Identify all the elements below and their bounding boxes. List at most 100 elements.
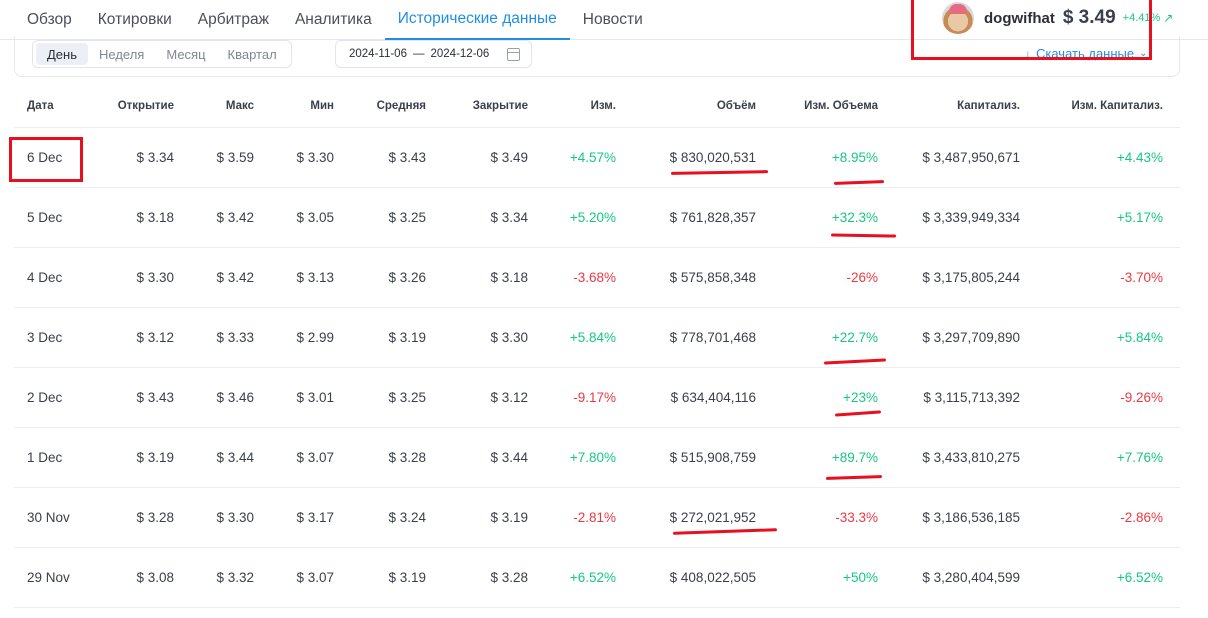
coin-logo [942,2,974,34]
cell-change: -2.81% [573,510,616,525]
cell-open: $ 3.18 [136,210,174,225]
col-average[interactable]: Средняя [376,100,426,112]
cell-date: 29 Nov [27,570,70,585]
table-row[interactable]: 30 Nov $ 3.28 $ 3.30 $ 3.17 $ 3.24 $ 3.19 -2.8… [14,488,1180,548]
date-from: 2024-11-06 [349,48,407,60]
cell-close: $ 3.44 [490,450,528,465]
cell-market-cap: $ 3,297,709,890 [922,330,1020,345]
cell-market-cap-change: +6.52% [1116,570,1163,585]
cell-open: $ 3.28 [136,510,174,525]
cell-market-cap-change: -9.26% [1120,390,1163,405]
cell-change: +5.20% [569,210,616,225]
cell-date: 4 Dec [27,270,63,285]
table-header: Дата Открытие Макс Мин Средняя Закрытие … [14,86,1180,128]
date-separator: — [412,48,425,60]
cell-market-cap: $ 3,115,713,392 [923,390,1020,405]
download-label: Скачать данные [1036,46,1135,61]
cell-average: $ 3.25 [388,210,426,225]
cell-date: 6 Dec [27,150,63,165]
cell-market-cap: $ 3,175,805,244 [922,270,1020,285]
cell-high: $ 3.42 [216,210,254,225]
cell-date: 1 Dec [27,450,63,465]
cell-open: $ 3.30 [136,270,174,285]
date-range-picker[interactable]: 2024-11-06 — 2024-12-06 [335,40,532,68]
cell-change: +5.84% [569,330,616,345]
period-selector: День Неделя Месяц Квартал [32,40,292,68]
coin-price: $ 3.49 [1062,7,1116,28]
col-volume[interactable]: Объём [716,100,756,112]
cell-market-cap-change: +5.17% [1116,210,1163,225]
tab-analytics[interactable]: Аналитика [294,11,372,28]
cell-average: $ 3.24 [388,510,426,525]
table-row[interactable]: 2 Dec $ 3.43 $ 3.46 $ 3.01 $ 3.25 $ 3.12 -9.17… [14,368,1180,428]
cell-open: $ 3.08 [136,570,174,585]
period-day[interactable]: День [36,43,88,65]
cell-average: $ 3.25 [388,390,426,405]
cell-high: $ 3.33 [216,330,254,345]
col-date[interactable]: Дата [27,100,54,112]
tab-news[interactable]: Новости [582,11,643,28]
cell-volume-change: +8.95% [831,150,878,165]
table-row[interactable]: 29 Nov $ 3.08 $ 3.32 $ 3.07 $ 3.19 $ 3.28 +6.5… [14,548,1180,608]
cell-average: $ 3.19 [388,330,426,345]
cell-open: $ 3.34 [136,150,174,165]
col-close[interactable]: Закрытие [472,100,528,112]
cell-low: $ 2.99 [296,330,334,345]
cell-average: $ 3.26 [388,270,426,285]
calendar-icon [507,48,520,61]
table-row[interactable]: 1 Dec $ 3.19 $ 3.44 $ 3.07 $ 3.28 $ 3.44 +7.80… [14,428,1180,488]
cell-high: $ 3.42 [216,270,254,285]
cell-high: $ 3.44 [216,450,254,465]
table-row[interactable]: 4 Dec $ 3.30 $ 3.42 $ 3.13 $ 3.26 $ 3.18 -3.68… [14,248,1180,308]
cell-date: 3 Dec [27,330,63,345]
cell-market-cap-change: +5.84% [1116,330,1163,345]
col-market-cap[interactable]: Капитализ. [957,100,1020,112]
cell-volume: $ 575,858,348 [669,270,756,285]
cell-low: $ 3.07 [296,450,334,465]
cell-change: +7.80% [569,450,616,465]
cell-close: $ 3.18 [490,270,528,285]
cell-date: 2 Dec [27,390,63,405]
tab-overview[interactable]: Обзор [27,11,72,28]
cell-volume: $ 272,021,952 [669,510,756,525]
cell-volume: $ 634,404,116 [670,390,756,405]
cell-open: $ 3.19 [136,450,174,465]
download-data-button[interactable]: ↓ Скачать данные ⌄ [1025,46,1148,61]
tab-historical-data[interactable]: Исторические данные [384,0,570,40]
cell-volume: $ 408,022,505 [669,570,756,585]
period-quarter[interactable]: Квартал [227,46,277,62]
cell-close: $ 3.28 [490,570,528,585]
period-month[interactable]: Месяц [166,46,206,62]
cell-change: -3.68% [573,270,616,285]
cell-open: $ 3.12 [136,330,174,345]
cell-volume-change: +89.7% [831,450,878,465]
cell-close: $ 3.12 [490,390,528,405]
col-change[interactable]: Изм. [590,100,616,112]
cell-market-cap: $ 3,186,536,185 [922,510,1020,525]
table-row[interactable]: 5 Dec $ 3.18 $ 3.42 $ 3.05 $ 3.25 $ 3.34 +5.20… [14,188,1180,248]
col-high[interactable]: Макс [225,100,254,112]
tab-quotes[interactable]: Котировки [97,11,172,28]
col-volume-change[interactable]: Изм. Объема [804,100,878,112]
cell-volume-change: +32.3% [831,210,878,225]
period-week[interactable]: Неделя [99,46,145,62]
cell-low: $ 3.07 [296,570,334,585]
cell-market-cap-change: -2.86% [1120,510,1163,525]
col-open[interactable]: Открытие [117,100,174,112]
top-navigation: Обзор Котировки Арбитраж Аналитика Истор… [0,0,1208,40]
cell-low: $ 3.17 [296,510,334,525]
cell-market-cap-change: +7.76% [1116,450,1163,465]
table-row[interactable]: 3 Dec $ 3.12 $ 3.33 $ 2.99 $ 3.19 $ 3.30 +5.84… [14,308,1180,368]
cell-low: $ 3.01 [296,390,334,405]
cell-volume-change: +22.7% [831,330,878,345]
tab-arbitrage[interactable]: Арбитраж [197,11,269,28]
cell-high: $ 3.59 [216,150,254,165]
date-to: 2024-12-06 [430,48,490,60]
col-low[interactable]: Мин [310,100,334,112]
col-market-cap-change[interactable]: Изм. Капитализ. [1071,100,1163,112]
cell-volume: $ 761,828,357 [669,210,756,225]
cell-average: $ 3.28 [388,450,426,465]
cell-low: $ 3.13 [296,270,334,285]
table-row[interactable]: 6 Dec $ 3.34 $ 3.59 $ 3.30 $ 3.43 $ 3.49 +4.57… [14,128,1180,188]
cell-market-cap: $ 3,433,810,275 [922,450,1020,465]
